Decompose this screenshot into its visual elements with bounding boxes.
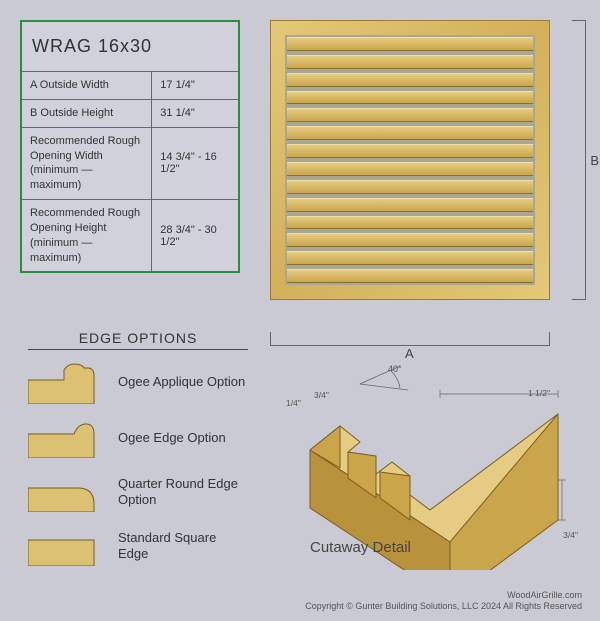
footer: WoodAirGrille.com Copyright © Gunter Bui…: [305, 590, 582, 613]
louver: [287, 180, 533, 194]
louver: [287, 37, 533, 51]
louver: [287, 233, 533, 247]
dim-louver-spacing: 1/4": [286, 398, 301, 408]
table-row: Recommended Rough Opening Height (minimu…: [21, 200, 239, 273]
angle-dimension: 40°: [388, 364, 402, 374]
quarter-round-icon: [28, 472, 106, 512]
spec-label: Recommended Rough Opening Width (minimum…: [21, 127, 152, 199]
spec-label: A Outside Width: [21, 72, 152, 100]
louver: [287, 144, 533, 158]
louver: [287, 162, 533, 176]
edge-option-label: Standard Square Edge: [118, 530, 248, 563]
edge-option-row: Standard Square Edge: [28, 526, 248, 566]
louver-area: [285, 35, 535, 285]
louver: [287, 126, 533, 140]
product-title: WRAG 16x30: [21, 21, 239, 72]
square-edge-icon: [28, 526, 106, 566]
spec-value: 28 3/4" - 30 1/2": [152, 200, 239, 273]
table-row: Recommended Rough Opening Width (minimum…: [21, 127, 239, 199]
spec-value: 14 3/4" - 16 1/2": [152, 127, 239, 199]
louver: [287, 251, 533, 265]
dimension-label: B: [590, 153, 599, 168]
louver: [287, 91, 533, 105]
edge-options-heading: EDGE OPTIONS: [28, 330, 248, 350]
dimension-label: A: [405, 346, 414, 361]
edge-option-row: Ogee Applique Option: [28, 360, 248, 404]
edge-option-label: Ogee Edge Option: [118, 430, 226, 446]
table-row: A Outside Width 17 1/4": [21, 72, 239, 100]
spec-value: 17 1/4": [152, 72, 239, 100]
edge-option-label: Quarter Round Edge Option: [118, 476, 248, 509]
footer-copyright: Copyright © Gunter Building Solutions, L…: [305, 601, 582, 613]
spec-label: B Outside Height: [21, 99, 152, 127]
edge-options-panel: EDGE OPTIONS Ogee Applique Option Ogee E…: [28, 330, 248, 580]
spec-label: Recommended Rough Opening Height (minimu…: [21, 200, 152, 273]
spec-value: 31 1/4": [152, 99, 239, 127]
grille-drawing: B A: [270, 20, 570, 330]
dim-louver-width: 3/4": [314, 390, 329, 400]
footer-site: WoodAirGrille.com: [305, 590, 582, 602]
edge-option-row: Quarter Round Edge Option: [28, 472, 248, 512]
edge-option-row: Ogee Edge Option: [28, 418, 248, 458]
louver: [287, 73, 533, 87]
dimension-b: B: [572, 20, 586, 300]
louver: [287, 55, 533, 69]
louver: [287, 216, 533, 230]
cutaway-title: Cutaway Detail: [310, 539, 411, 556]
dim-frame-width: 1 1/2": [528, 388, 550, 398]
louver: [287, 269, 533, 283]
dimension-a: A: [270, 332, 550, 346]
ogee-applique-icon: [28, 360, 106, 404]
edge-option-label: Ogee Applique Option: [118, 374, 245, 390]
ogee-edge-icon: [28, 418, 106, 458]
louver: [287, 198, 533, 212]
louver: [287, 108, 533, 122]
cutaway-detail: 40° 1/4" 3/4" 1 1/2" 3/4" Cutaway Detail: [280, 360, 580, 600]
dim-thickness: 3/4": [563, 530, 578, 540]
grille-frame: [270, 20, 550, 300]
spec-table: WRAG 16x30 A Outside Width 17 1/4" B Out…: [20, 20, 240, 273]
table-row: B Outside Height 31 1/4": [21, 99, 239, 127]
